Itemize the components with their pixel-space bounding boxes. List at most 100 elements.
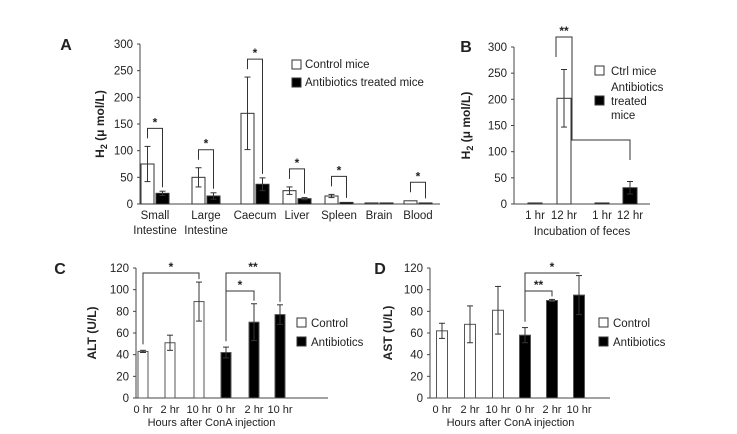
y-tick-label: 0 [501,199,507,211]
legend-label: Control mice [305,59,370,71]
bar [418,202,433,205]
y-tick-label: 20 [116,371,129,383]
y-tick-label: 150 [488,121,507,133]
x-axis-title: Incubation of feces [534,226,631,238]
significance-bracket [524,290,553,322]
y-tick-label: 60 [116,328,129,340]
legend-label: Antibiotics treated mice [611,82,664,122]
x-tick-label: 1 hr [592,210,612,222]
x-tick-label: 0 hr [134,404,153,416]
significance-bracket-label: * [295,156,300,170]
bar [339,201,354,205]
y-axis-title: H2 (μ mol/L) [93,90,109,158]
significance-bracket-label: * [238,278,243,292]
x-axis-title: Hours after ConA injection [447,417,575,429]
x-tick-label: Blood [403,210,432,222]
significance-bracket [289,168,305,194]
x-tick-label: 12 hr [551,210,577,222]
bar [137,350,149,399]
panel-label: A [60,37,72,54]
panel-label: C [54,261,66,278]
x-tick-label: 1 hr [525,210,545,222]
significance-bracket-label: ** [248,260,258,274]
y-tick-label: 200 [114,92,133,104]
y-tick-label: 60 [410,328,423,340]
significance-bracket [331,175,347,198]
y-tick-label: 250 [114,66,133,78]
y-axis-title: ALT (U/L) [85,306,99,359]
significance-bracket [555,36,631,160]
x-tick-label: 10 hr [566,404,591,416]
y-tick-label: 80 [410,306,423,318]
bar [594,202,610,205]
legend-swatch [594,95,605,106]
bar [403,200,418,205]
x-tick-label: Intestine [184,225,227,237]
bar [274,314,286,399]
panel-label: B [460,39,472,56]
legend-label: Ctrl mice [611,66,656,78]
y-tick-label: 80 [116,306,129,318]
bar [546,300,558,399]
y-tick-label: 50 [120,172,133,184]
panel-d: 0 20 40 60 80 100 120 D AST (U/L) 0 hr 2 hr 10 hr 0 … [374,260,665,429]
significance-bracket-label: * [169,260,174,274]
significance-bracket-label: * [153,115,158,129]
x-axis-title: Hours after ConA injection [148,417,276,429]
significance-bracket-label: * [550,260,555,274]
y-axis-title: AST (U/L) [381,306,395,361]
significance-bracket [225,290,255,342]
legend-swatch [594,65,605,76]
y-tick-label: 50 [494,173,507,185]
y-tick-label: 0 [127,199,133,211]
y-tick-label: 300 [114,39,133,51]
legend-label: Control [613,318,650,330]
legend-label: Antibiotics [613,337,666,349]
significance-bracket [147,127,163,188]
y-tick-label: 100 [488,147,507,159]
legend-swatch [291,59,302,70]
y-axis-title: H2 (μ mol/L) [459,92,475,160]
y-tick-label: 100 [114,146,133,158]
legend-swatch [296,317,307,328]
legend-swatch [291,77,302,88]
legend-label: Antibiotics [311,337,364,349]
y-tick-label: 0 [417,393,423,405]
bar [436,330,448,399]
legend-swatch [296,336,307,347]
significance-bracket [198,149,214,189]
significance-bracket-label: * [204,137,209,151]
bar [379,202,394,205]
legend-label: Control [311,318,348,330]
panel-a: 0 50 100 150 200 250 300 A H2 (μ mol/L) Small Inte… [60,37,440,237]
x-tick-label: 10 hr [267,404,292,416]
y-tick-label: 0 [123,393,129,405]
x-tick-label: Caecum [234,210,277,222]
y-tick-label: 200 [488,94,507,106]
y-tick-label: 40 [410,350,423,362]
legend-swatch [598,336,609,347]
x-tick-label: 12 hr [617,210,643,222]
y-tick-label: 20 [410,371,423,383]
x-tick-label: 0 hr [516,404,535,416]
significance-bracket-label: * [337,163,342,177]
significance-label: ** [559,24,569,38]
significance-bracket [410,181,426,199]
y-tick-label: 100 [110,285,129,297]
legend-label: Antibiotics treated mice [305,77,424,89]
legend-swatch [598,317,609,328]
x-tick-label: Spleen [321,210,357,222]
bar [527,202,543,205]
x-tick-label: Intestine [133,225,176,237]
panel-b: 0 50 100 150 200 250 300 B H2 (μ mol/L) 1 hr 12 hr… [459,24,664,238]
y-tick-label: 40 [116,350,129,362]
y-tick-label: 300 [488,42,507,54]
x-tick-label: Small [141,210,170,222]
significance-bracket [247,58,263,174]
bar [364,202,379,205]
y-tick-label: 150 [114,119,133,131]
significance-bracket-label: * [253,46,258,60]
x-tick-label: 2 hr [161,404,180,416]
